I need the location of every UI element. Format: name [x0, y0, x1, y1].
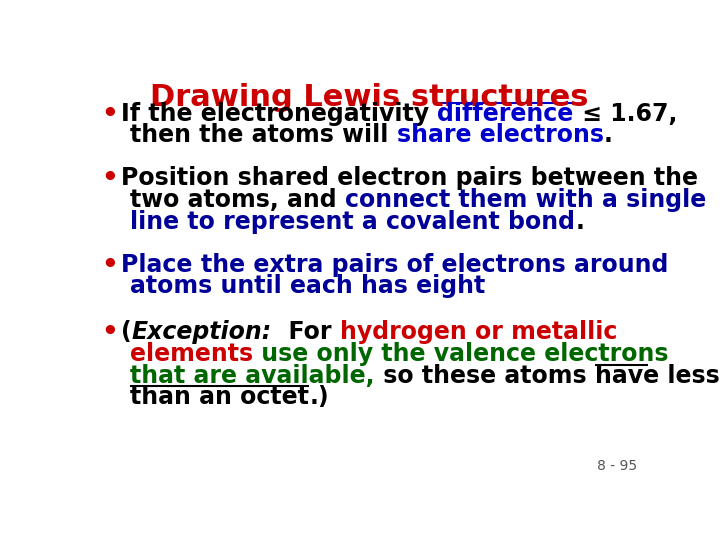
Text: have less: have less: [595, 363, 719, 388]
Text: •: •: [101, 320, 117, 347]
Text: (: (: [121, 320, 132, 345]
Text: Exception:: Exception:: [132, 320, 272, 345]
Text: share electrons: share electrons: [397, 123, 604, 147]
Text: hydrogen or metallic: hydrogen or metallic: [340, 320, 617, 345]
Text: 8 - 95: 8 - 95: [597, 459, 637, 473]
Text: Place: Place: [121, 253, 201, 276]
Text: If the electronegativity: If the electronegativity: [121, 102, 437, 126]
Text: difference: difference: [437, 102, 574, 126]
Text: two atoms, and: two atoms, and: [130, 188, 345, 212]
Text: connect them with a single: connect them with a single: [345, 188, 706, 212]
Text: elements: elements: [130, 342, 253, 366]
Text: For: For: [272, 320, 340, 345]
Text: .: .: [604, 123, 613, 147]
Text: Drawing Lewis structures: Drawing Lewis structures: [150, 83, 588, 111]
Text: .): .): [309, 385, 329, 409]
Text: Position shared electron pairs between the: Position shared electron pairs between t…: [121, 166, 698, 191]
Text: use only the valence electrons: use only the valence electrons: [253, 342, 669, 366]
Text: •: •: [101, 102, 117, 128]
Text: line to represent a covalent bond: line to represent a covalent bond: [130, 210, 575, 234]
Text: than an octet: than an octet: [130, 385, 309, 409]
Text: ≤ 1.67,: ≤ 1.67,: [574, 102, 677, 126]
Text: that are available,: that are available,: [130, 363, 375, 388]
Text: •: •: [101, 166, 117, 192]
Text: atoms until each has eight: atoms until each has eight: [130, 274, 485, 298]
Text: so these atoms: so these atoms: [375, 363, 595, 388]
Text: then the atoms will: then the atoms will: [130, 123, 397, 147]
Text: •: •: [101, 253, 117, 279]
Text: .: .: [575, 210, 584, 234]
Text: the extra pairs of electrons around: the extra pairs of electrons around: [201, 253, 668, 276]
